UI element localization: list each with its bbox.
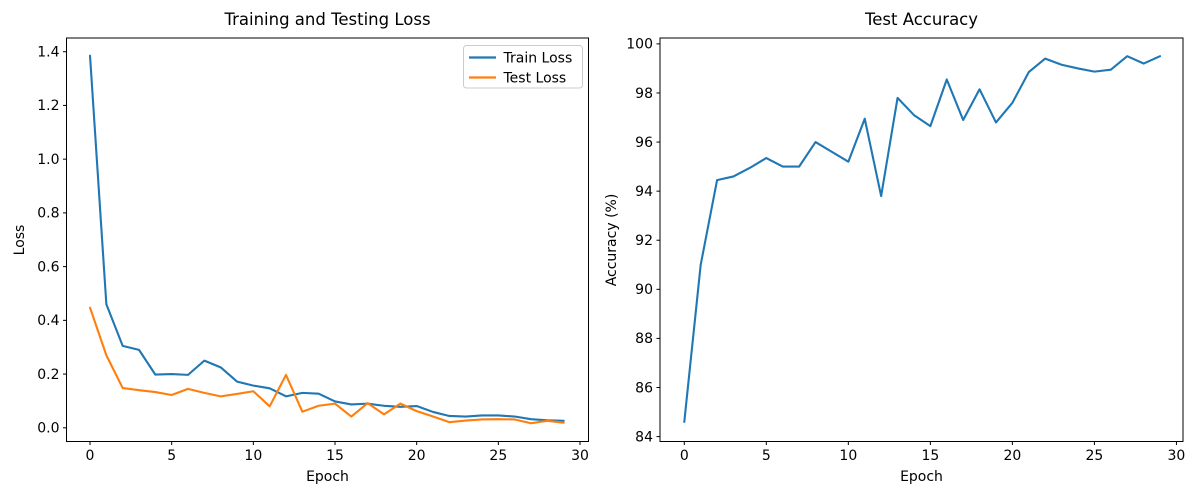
y-tick-label: 92 <box>635 233 653 249</box>
y-tick-label: 0.4 <box>37 313 59 329</box>
y-tick-label: 98 <box>635 86 653 102</box>
y-tick-label: 90 <box>635 282 653 298</box>
x-tick-label: 15 <box>921 448 939 464</box>
y-tick-label: 84 <box>635 429 653 445</box>
x-tick-label: 5 <box>167 448 176 464</box>
y-tick-label: 1.4 <box>37 45 59 61</box>
y-tick-label: 86 <box>635 380 653 396</box>
loss-chart-title: Training and Testing Loss <box>223 10 430 29</box>
accuracy-chart-xlabel: Epoch <box>900 469 943 485</box>
x-tick-label: 15 <box>326 448 344 464</box>
y-tick-label: 0.2 <box>37 367 59 383</box>
accuracy-chart-title: Test Accuracy <box>864 10 978 29</box>
loss-plot-border <box>66 37 589 442</box>
y-tick-label: 0.6 <box>37 259 59 275</box>
legend-label: Train Loss <box>503 50 573 66</box>
y-tick-label: 1.0 <box>37 152 59 168</box>
x-tick-label: 25 <box>489 448 507 464</box>
x-tick-label: 30 <box>571 448 589 464</box>
accuracy-chart-ylabel: Accuracy (%) <box>604 194 620 287</box>
loss-chart-xlabel: Epoch <box>306 469 349 485</box>
x-tick-label: 30 <box>1168 448 1186 464</box>
y-tick-label: 1.2 <box>37 98 59 114</box>
series-line-train-loss <box>88 54 565 422</box>
x-tick-label: 20 <box>1003 448 1021 464</box>
loss-chart-ylabel: Loss <box>12 225 28 256</box>
x-tick-label: 10 <box>839 448 857 464</box>
y-tick-label: 100 <box>626 37 653 53</box>
y-tick-label: 94 <box>635 184 653 200</box>
x-tick-label: 0 <box>680 448 689 464</box>
x-tick-label: 10 <box>244 448 262 464</box>
y-tick-label: 96 <box>635 135 653 151</box>
x-tick-label: 20 <box>408 448 426 464</box>
y-tick-label: 88 <box>635 331 653 347</box>
y-tick-label: 0.0 <box>37 421 59 437</box>
legend-label: Test Loss <box>503 70 567 86</box>
series-line-test-loss <box>88 306 565 425</box>
accuracy-plot-border <box>659 37 1184 442</box>
accuracy-chart: 0 5 10 15 20 25 30 84 86 88 90 92 94 96 98 100 <box>626 37 1185 464</box>
y-tick-label: 0.8 <box>37 206 59 222</box>
series-line-test-accuracy <box>683 55 1162 423</box>
legend: Train Loss Test Loss <box>463 45 583 89</box>
x-tick-label: 25 <box>1085 448 1103 464</box>
x-tick-label: 0 <box>86 448 95 464</box>
generated-chart-layer: 0 5 10 15 20 25 30 0.0 0.2 0.4 0.6 0.8 1.0 1.2 1.4 Trai… <box>37 37 1185 464</box>
loss-chart: 0 5 10 15 20 25 30 0.0 0.2 0.4 0.6 0.8 1.0 1.2 1.4 Trai… <box>37 37 589 464</box>
x-tick-label: 5 <box>762 448 771 464</box>
